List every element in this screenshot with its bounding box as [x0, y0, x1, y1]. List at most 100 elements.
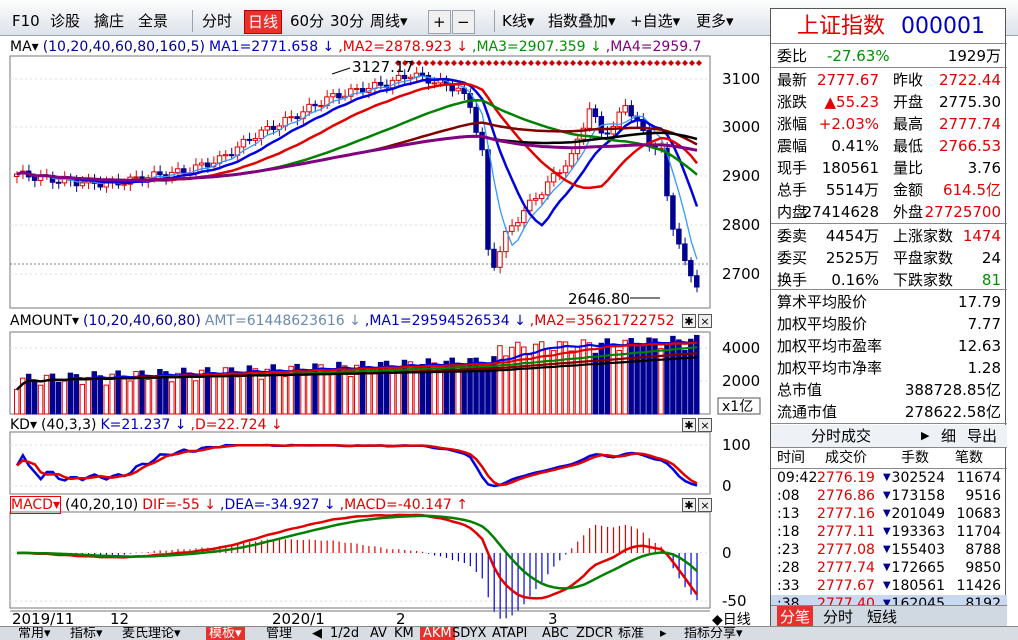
bottombar-item[interactable]: 管理: [266, 626, 293, 640]
panel-settings-icon[interactable]: ✱: [682, 314, 696, 328]
kline-menu[interactable]: K线▾: [502, 12, 535, 30]
bottombar-item[interactable]: SDYX: [452, 626, 487, 640]
volume-bar: [491, 356, 497, 415]
volume-bar: [228, 367, 235, 415]
kd-indicator-menu[interactable]: KD▾: [10, 417, 37, 433]
kline-chart-area[interactable]: 3127.17 2646.80 3100 3000 2900 2800 2700…: [0, 36, 764, 626]
quote-panel: 上证指数 000001 委比 -27.63% 1929万 最新 2777.67 昨收…: [770, 8, 1007, 628]
candle: [73, 179, 80, 187]
volume-bar: [37, 384, 44, 415]
tick-row[interactable]: :23 2777.08 ▼ 155403 8788: [777, 542, 1001, 558]
date-tick: 3: [548, 610, 558, 626]
detail-button[interactable]: 细: [941, 427, 957, 445]
tick-tabs: 分时成交 ▶ 细 导出: [771, 425, 1007, 447]
tab-tick-trades[interactable]: 分时成交: [811, 427, 872, 445]
bottombar-item[interactable]: AKM: [420, 627, 455, 640]
index-overlay-menu[interactable]: 指数叠加▾: [548, 12, 616, 30]
volume-bar: [240, 372, 247, 415]
event-marker: [507, 60, 513, 66]
panel-settings-icon[interactable]: ✱: [682, 498, 696, 512]
volume-bar: [252, 368, 259, 415]
tick-row[interactable]: :28 2777.74 ▼ 172665 9850: [777, 560, 1001, 576]
volume-bar: [121, 376, 127, 415]
volume-bar: [348, 375, 354, 415]
bottombar-item[interactable]: 指标分享▾: [684, 626, 743, 640]
export-button[interactable]: 导出: [967, 427, 998, 445]
volume-bar: [652, 338, 658, 415]
bottombar-item[interactable]: ABC: [542, 626, 569, 640]
macd-indicator-menu[interactable]: MACD▾: [10, 496, 61, 514]
ma4-line: [16, 134, 698, 182]
tab-daily[interactable]: 日线: [244, 10, 283, 34]
zoom-in-button[interactable]: +: [428, 10, 451, 34]
quote-row: 总手 5514万 金额 614.5亿: [777, 181, 1001, 199]
tick-row[interactable]: :33 2777.67 ▼ 180561 11426: [777, 578, 1001, 594]
tab-30min[interactable]: 30分: [330, 12, 365, 30]
event-marker: [696, 60, 702, 66]
volume-bar: [330, 368, 336, 415]
index-name: 上证指数: [797, 14, 886, 39]
qinzhuang-button[interactable]: 擒庄: [94, 12, 125, 30]
panel-settings-icon[interactable]: ✱: [682, 418, 696, 432]
bottombar-item[interactable]: ▸: [660, 626, 667, 640]
tick-row[interactable]: :13 2777.16 ▼ 201049 10683: [777, 506, 1001, 522]
zoom-out-button[interactable]: −: [452, 10, 475, 34]
diagnose-button[interactable]: 诊股: [50, 12, 81, 30]
tab-intraday[interactable]: 分时: [202, 12, 233, 30]
volume-bar: [43, 374, 50, 415]
tab-minute[interactable]: 分时: [823, 608, 854, 626]
tab-60min[interactable]: 60分: [290, 12, 325, 30]
bottombar-item[interactable]: 模板▾: [206, 627, 245, 640]
volume-bar: [479, 366, 485, 415]
bottombar-item[interactable]: ATAPI: [492, 626, 528, 640]
tab-tick[interactable]: 分笔: [777, 606, 814, 628]
kd-lines: [15, 443, 698, 488]
event-marker: [423, 60, 429, 66]
volume-bar: [300, 371, 306, 415]
more-menu[interactable]: 更多▾: [696, 12, 734, 30]
panel-close-icon[interactable]: ×: [698, 498, 712, 512]
bottombar-item[interactable]: AV: [370, 626, 387, 640]
panorama-button[interactable]: 全景: [138, 12, 169, 30]
candle: [515, 222, 521, 227]
volume-bar: [497, 345, 503, 415]
event-marker: [682, 60, 688, 66]
event-marker: [584, 60, 590, 66]
volume-bar: [377, 361, 384, 415]
bottombar-item[interactable]: ◀: [312, 626, 322, 640]
bottombar-item[interactable]: 麦氏理论▾: [122, 626, 181, 640]
candle: [79, 182, 86, 187]
tick-row[interactable]: :08 2776.86 ▼ 173158 9516: [777, 488, 1001, 504]
tab-weekly[interactable]: 周线▾: [370, 12, 408, 30]
bottombar-item[interactable]: ZDCR: [576, 626, 614, 640]
volume-unit: x1亿: [722, 399, 753, 415]
tick-row[interactable]: 09:42 2776.19 ▼ 302524 11674: [777, 470, 1001, 486]
volume-bar: [181, 367, 187, 415]
event-marker: [675, 60, 681, 66]
bottombar-item[interactable]: 指标▾: [70, 626, 103, 640]
candle: [395, 74, 402, 81]
amount-indicator-menu[interactable]: AMOUNT▾: [10, 313, 79, 329]
bottombar-item[interactable]: 常用▾: [18, 626, 51, 640]
f10-button[interactable]: F10: [12, 12, 40, 30]
price-tick: 3000: [722, 118, 760, 136]
watchlist-menu[interactable]: +自选▾: [630, 12, 681, 30]
tab-shortline[interactable]: 短线: [867, 608, 898, 626]
volume-bar: [688, 338, 694, 415]
panel-close-icon[interactable]: ×: [698, 418, 712, 432]
kline-chart[interactable]: 3127.17 2646.80 3100 3000 2900 2800 2700…: [0, 36, 764, 626]
event-marker: [535, 60, 541, 66]
dea-line: [17, 514, 698, 590]
candle: [276, 125, 282, 130]
volume-bar: [55, 381, 62, 415]
candle: [318, 104, 324, 107]
bottombar-item[interactable]: 1/2d: [330, 626, 360, 640]
volume-bar: [175, 372, 181, 415]
panel-close-icon[interactable]: ×: [698, 314, 712, 328]
volume-bar: [646, 337, 652, 415]
tick-row[interactable]: :18 2777.11 ▼ 193363 11704: [777, 524, 1001, 540]
candle: [473, 106, 479, 133]
bottombar-item[interactable]: 标准: [618, 626, 645, 640]
bottombar-item[interactable]: KM: [394, 626, 414, 640]
ma-indicator-menu[interactable]: MA▾: [10, 39, 39, 55]
